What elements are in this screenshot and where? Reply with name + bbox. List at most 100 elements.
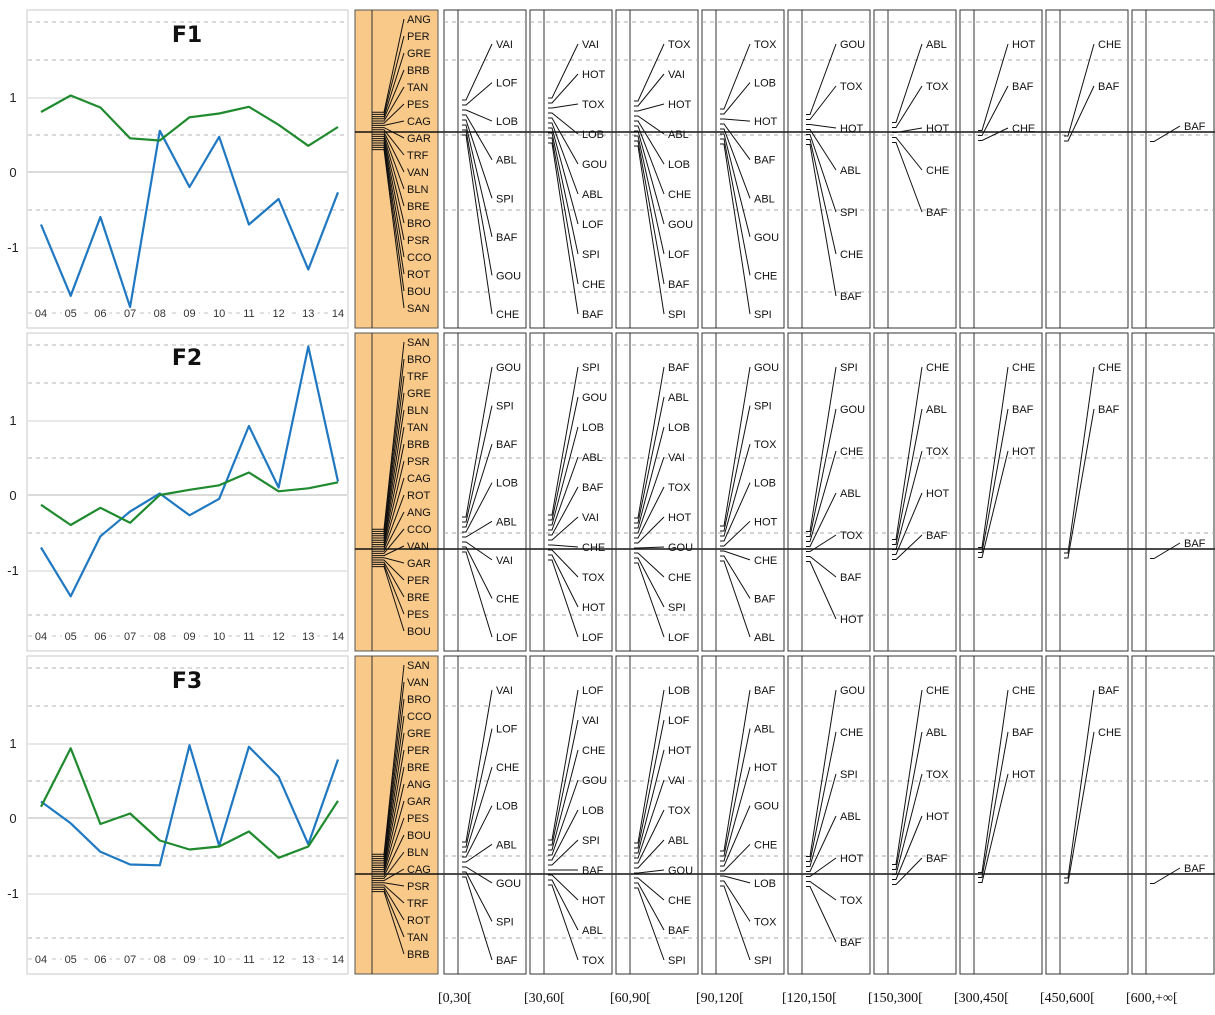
group-leader-line (892, 127, 923, 133)
group-label: SPI (840, 207, 858, 219)
group-leader-line (634, 396, 665, 524)
group-leader-line (806, 408, 837, 537)
column-frame (959, 9, 1043, 329)
group-leader-line (548, 73, 579, 104)
group-leader-line (548, 779, 579, 856)
site-label: PES (407, 609, 429, 621)
group-label: BAF (668, 362, 690, 374)
group-leader-line (548, 137, 579, 285)
group-label: VAI (496, 685, 513, 697)
group-label: HOT (1012, 446, 1036, 458)
group-leader-line (462, 482, 493, 533)
y-tick-label: 1 (9, 413, 16, 428)
x-tick-label: 07 (124, 954, 136, 966)
site-leader-line (372, 135, 405, 207)
group-leader-line (462, 405, 493, 523)
x-tick-label: 11 (243, 308, 254, 320)
site-label: PER (407, 31, 430, 43)
group-label: TOX (668, 805, 691, 817)
group-leader-line (892, 43, 923, 123)
column-frame (529, 655, 613, 975)
group-leader-line (462, 119, 493, 199)
column-frame (787, 655, 871, 975)
group-leader-line (978, 450, 1009, 558)
x-tick-label: 10 (213, 954, 225, 966)
group-label: SPI (496, 193, 514, 205)
site-label: TRF (407, 898, 429, 910)
group-leader-line (806, 450, 837, 542)
group-label: BAF (926, 207, 948, 219)
group-label: TOX (668, 482, 691, 494)
group-leader-line (634, 115, 665, 135)
x-tick-bg (299, 952, 318, 966)
group-leader-line (634, 366, 665, 519)
x-tick-label: 12 (272, 631, 284, 643)
column-frame (1131, 655, 1215, 975)
group-label: BAF (1012, 727, 1034, 739)
site-leader-line (372, 834, 405, 877)
group-leader-line (634, 125, 665, 195)
x-tick-bg (210, 306, 229, 320)
group-leader-line (806, 492, 837, 547)
column-frame (701, 332, 785, 652)
group-leader-line (462, 876, 493, 961)
site-label: TAN (407, 82, 428, 94)
group-leader-line (720, 123, 751, 160)
x-tick-bg (91, 629, 110, 643)
group-label: SPI (668, 309, 686, 321)
group-leader-line (806, 124, 837, 129)
group-leader-line (548, 366, 579, 516)
group-label: BAF (582, 482, 604, 494)
group-label: TOX (754, 439, 777, 451)
group-leader-line (1150, 542, 1181, 559)
group-label: GOU (668, 865, 693, 877)
group-leader-line (634, 130, 665, 225)
site-label: PES (407, 99, 429, 111)
group-leader-line (548, 486, 579, 536)
group-leader-line (720, 482, 751, 542)
group-label: TOX (840, 81, 863, 93)
group-label: LOF (668, 632, 690, 644)
group-label: HOT (926, 811, 950, 823)
group-label: ABL (754, 193, 775, 205)
x-tick-label: 07 (124, 308, 136, 320)
group-leader-line (548, 544, 579, 548)
group-label: HOT (582, 69, 606, 81)
group-label: SPI (582, 362, 600, 374)
group-label: BAF (668, 925, 690, 937)
site-leader-line (372, 443, 405, 543)
site-label: BRO (407, 218, 431, 230)
column-label: [30,60[ (524, 991, 565, 1006)
group-leader-line (720, 82, 751, 115)
group-leader-line (634, 552, 665, 578)
group-leader-line (806, 886, 837, 943)
group-leader-line (978, 43, 1009, 131)
site-label: SAN (407, 303, 430, 315)
group-label: ABL (496, 516, 517, 528)
site-leader-line (372, 886, 405, 921)
x-tick-bg (269, 306, 288, 320)
group-label: CHE (754, 839, 777, 851)
x-tick-bg (61, 952, 80, 966)
group-leader-line (548, 884, 579, 961)
x-tick-bg (299, 306, 318, 320)
group-label: VAI (582, 39, 599, 51)
group-leader-line (978, 366, 1009, 548)
site-label: TRF (407, 150, 429, 162)
x-tick-bg (32, 306, 50, 320)
group-label: HOT (668, 99, 692, 111)
x-tick-bg (269, 952, 288, 966)
site-label: TRF (407, 371, 429, 383)
group-label: BAF (1098, 404, 1120, 416)
group-leader-line (548, 879, 579, 931)
group-label: LOF (582, 632, 604, 644)
group-label: ABL (582, 925, 603, 937)
group-label: LOB (668, 159, 690, 171)
group-leader-line (462, 114, 493, 160)
group-label: TOX (926, 81, 949, 93)
group-leader-line (548, 689, 579, 841)
group-leader-line (720, 43, 751, 110)
group-leader-line (462, 520, 493, 538)
site-leader-line (372, 149, 405, 309)
group-label: ABL (926, 727, 947, 739)
